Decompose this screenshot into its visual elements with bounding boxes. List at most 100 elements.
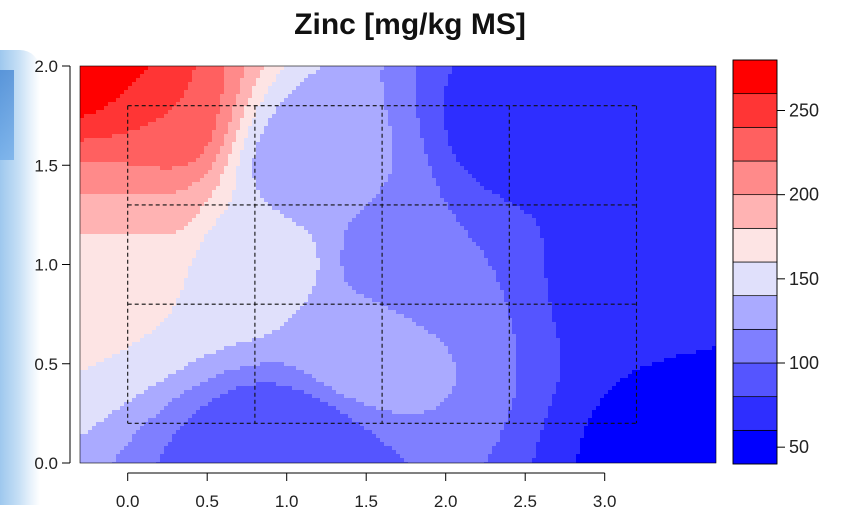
contour-cell: [240, 354, 245, 359]
contour-cell: [136, 158, 141, 163]
contour-cell: [128, 270, 133, 275]
contour-cell: [128, 290, 133, 295]
contour-cell: [148, 298, 153, 303]
contour-cell: [128, 318, 133, 323]
contour-cell: [136, 70, 141, 75]
contour-cell: [208, 86, 213, 91]
contour-cell: [140, 86, 145, 91]
contour-cell: [248, 154, 253, 159]
contour-cell: [224, 202, 229, 207]
contour-cell: [264, 414, 269, 419]
contour-cell: [112, 66, 117, 71]
contour-cell: [176, 70, 181, 75]
contour-cell: [156, 382, 161, 387]
contour-cell: [184, 238, 189, 243]
contour-cell: [268, 182, 273, 187]
contour-cell: [128, 306, 133, 311]
contour-cell: [216, 146, 221, 151]
contour-cell: [232, 206, 237, 211]
contour-cell: [256, 326, 261, 331]
contour-cell: [220, 450, 225, 455]
contour-cell: [148, 306, 153, 311]
contour-cell: [132, 130, 137, 135]
contour-cell: [152, 130, 157, 135]
contour-cell: [148, 126, 153, 131]
contour-cell: [100, 214, 105, 219]
contour-cell: [164, 362, 169, 367]
contour-cell: [156, 338, 161, 343]
contour-cell: [156, 290, 161, 295]
contour-cell: [272, 334, 277, 339]
contour-cell: [240, 98, 245, 103]
contour-cell: [184, 410, 189, 415]
contour-cell: [196, 182, 201, 187]
contour-cell: [220, 274, 225, 279]
contour-cell: [256, 458, 261, 463]
contour-cell: [244, 362, 249, 367]
contour-cell: [216, 458, 221, 463]
contour-cell: [176, 282, 181, 287]
contour-cell: [112, 90, 117, 95]
contour-cell: [172, 250, 177, 255]
contour-cell: [96, 186, 101, 191]
contour-cell: [204, 442, 209, 447]
contour-cell: [236, 98, 241, 103]
contour-cell: [168, 170, 173, 175]
contour-cell: [124, 234, 129, 239]
contour-cell: [148, 454, 153, 459]
contour-cell: [156, 334, 161, 339]
contour-cell: [112, 434, 117, 439]
contour-cell: [144, 126, 149, 131]
contour-cell: [164, 66, 169, 71]
contour-cell: [240, 194, 245, 199]
contour-cell: [228, 130, 233, 135]
contour-cell: [100, 230, 105, 235]
contour-cell: [172, 382, 177, 387]
contour-cell: [252, 126, 257, 131]
contour-cell: [124, 262, 129, 267]
contour-cell: [188, 198, 193, 203]
contour-cell: [164, 342, 169, 347]
contour-cell: [132, 306, 137, 311]
contour-cell: [212, 454, 217, 459]
contour-cell: [128, 110, 133, 115]
contour-cell: [92, 306, 97, 311]
contour-cell: [148, 406, 153, 411]
contour-cell: [268, 70, 273, 75]
contour-cell: [228, 154, 233, 159]
contour-cell: [264, 326, 269, 331]
contour-cell: [200, 334, 205, 339]
contour-cell: [104, 254, 109, 259]
contour-cell: [164, 138, 169, 143]
contour-cell: [260, 458, 265, 463]
contour-cell: [108, 430, 113, 435]
contour-cell: [164, 310, 169, 315]
contour-cell: [120, 378, 125, 383]
contour-cell: [172, 430, 177, 435]
contour-cell: [136, 378, 141, 383]
contour-cell: [156, 258, 161, 263]
contour-cell: [128, 346, 133, 351]
contour-cell: [152, 298, 157, 303]
contour-cell: [232, 102, 237, 107]
contour-cell: [248, 330, 253, 335]
contour-cell: [244, 226, 249, 231]
contour-cell: [180, 190, 185, 195]
contour-cell: [208, 178, 213, 183]
contour-cell: [272, 178, 277, 183]
contour-cell: [200, 362, 205, 367]
contour-cell: [244, 166, 249, 171]
contour-cell: [268, 426, 273, 431]
contour-cell: [244, 358, 249, 363]
contour-cell: [144, 154, 149, 159]
contour-cell: [244, 294, 249, 299]
contour-cell: [104, 230, 109, 235]
contour-cell: [276, 258, 281, 263]
contour-cell: [276, 230, 281, 235]
contour-cell: [92, 154, 97, 159]
contour-cell: [220, 110, 225, 115]
contour-cell: [212, 354, 217, 359]
contour-cell: [248, 102, 253, 107]
contour-cell: [244, 350, 249, 355]
contour-cell: [132, 378, 137, 383]
